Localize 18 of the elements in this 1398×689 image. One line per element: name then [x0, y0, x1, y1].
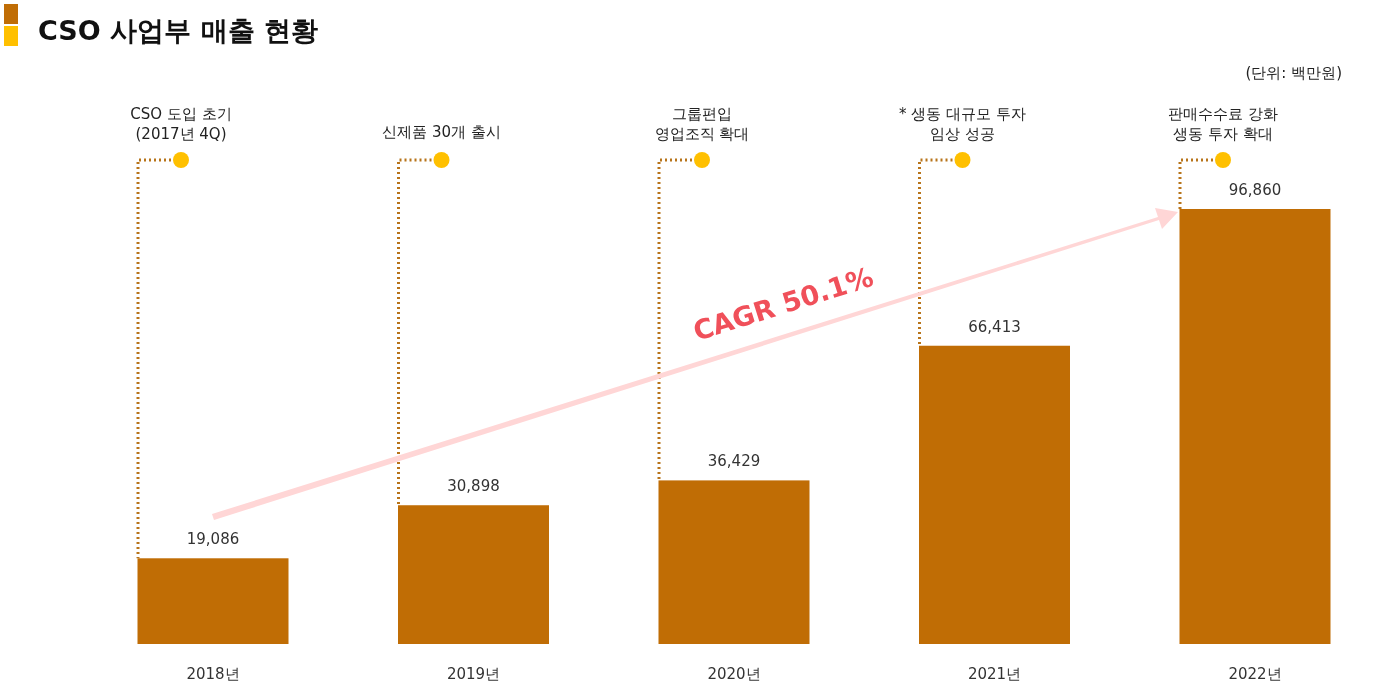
data-label: 66,413	[968, 317, 1021, 336]
chart-subtitle: (단위: 백만원)	[1245, 64, 1342, 82]
text: 판매수수료 강화 생동 투자 확대	[1168, 105, 1278, 143]
annotation: CAGR 50.1%	[689, 261, 877, 347]
data-label: 19,086	[186, 530, 240, 549]
chart-title: CSO 사업부 매출 현황	[38, 15, 318, 46]
x-tick-label: 2020년	[707, 665, 761, 683]
x-tick-label: 2022년	[1228, 665, 1282, 683]
data-label: 36,429	[707, 452, 761, 471]
text: CSO 도입 초기 (2017년 4Q)	[130, 105, 232, 143]
x-tick-label: 2018년	[186, 665, 240, 683]
x-tick-label: 2019년	[446, 665, 501, 683]
data-label: 30,898	[447, 477, 500, 496]
text: 그룹편입 영업조직 확대	[654, 105, 750, 143]
x-tick-label: 2021년	[967, 665, 1022, 683]
data-label: 96,860	[1228, 181, 1282, 199]
text: * 생동 대규모 투자 임상 성공	[899, 105, 1026, 143]
text: 신제품 30개 출시	[382, 123, 501, 141]
